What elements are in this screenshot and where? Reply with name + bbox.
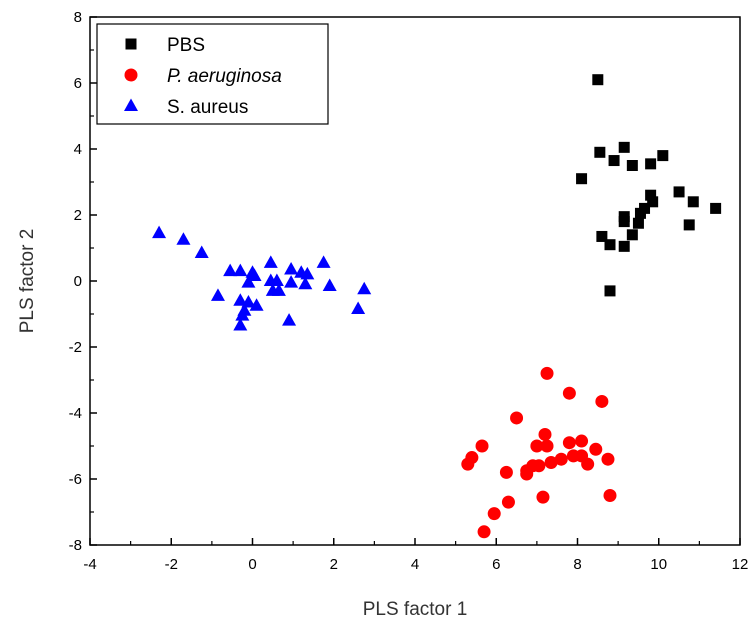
triangle-point (357, 281, 372, 295)
axis-ticks: -4 -2 0 2 4 6 8 10 12 -8 -6 -4 -2 0 2 4 6 8 (69, 9, 749, 573)
triangle-point (241, 275, 256, 288)
triangle-point (233, 263, 248, 277)
square-point (632, 217, 644, 229)
square-point (594, 146, 606, 158)
legend-triangle-marker (124, 98, 138, 111)
triangle-point (316, 255, 331, 268)
legend-square-marker (125, 38, 137, 50)
square-point (608, 155, 620, 167)
triangle-point (247, 268, 262, 282)
circle-point (530, 439, 544, 453)
square-point (626, 229, 638, 241)
square-point (618, 240, 630, 252)
square-point (626, 160, 638, 171)
triangle-point (284, 275, 299, 288)
circle-point (510, 411, 524, 425)
square-point (596, 230, 608, 242)
x-tick-label: -4 (83, 556, 96, 573)
x-tick-label: 8 (573, 556, 581, 573)
x-tick-label: 2 (330, 556, 338, 573)
x-tick-label: 12 (732, 556, 749, 573)
y-axis-title: PLS factor 2 (17, 229, 38, 334)
triangle-point (263, 255, 278, 268)
square-point (618, 216, 630, 228)
triangle-point (176, 232, 191, 245)
circle-point (562, 386, 576, 400)
square-point (645, 189, 657, 201)
x-tick-label: 10 (650, 556, 667, 573)
square-point (710, 202, 722, 214)
triangle-point (194, 245, 209, 258)
triangle-point (282, 313, 297, 326)
triangle-point (351, 301, 366, 315)
circle-point (461, 457, 475, 471)
legend: PBS P. aeruginosa S. aureus (96, 23, 329, 125)
legend-label: S. aureus (167, 97, 248, 118)
x-tick-label: 4 (411, 556, 419, 573)
triangle-point (223, 263, 238, 277)
square-point (604, 285, 616, 297)
y-tick-label: 2 (74, 207, 82, 224)
triangle-point (284, 261, 299, 275)
triangle-point (269, 273, 284, 286)
circle-point (499, 465, 513, 479)
circle-point (487, 507, 501, 521)
circle-point (477, 525, 491, 539)
triangle-point (235, 308, 250, 321)
x-tick-label: -2 (165, 556, 178, 573)
circle-point (575, 434, 589, 448)
y-tick-label: -2 (69, 339, 82, 356)
circle-point (475, 439, 489, 453)
circle-point (540, 366, 554, 380)
square-point (657, 150, 669, 162)
circle-point (544, 456, 558, 469)
circle-point (501, 495, 515, 509)
x-tick-label: 6 (492, 556, 500, 573)
circle-point (601, 452, 615, 466)
square-point (604, 239, 616, 251)
triangle-point (152, 225, 167, 239)
square-point (645, 158, 657, 170)
x-axis-title: PLS factor 1 (363, 599, 468, 620)
square-point (634, 207, 646, 219)
y-tick-label: -4 (69, 405, 82, 422)
square-point (576, 173, 588, 185)
square-point (673, 186, 685, 198)
triangle-point (300, 266, 315, 280)
square-point (647, 196, 659, 208)
y-tick-label: 8 (74, 9, 82, 26)
triangle-point (233, 318, 248, 331)
legend-circle-marker (124, 68, 138, 82)
square-point (618, 141, 630, 153)
circle-point (532, 459, 546, 473)
triangle-point (322, 278, 337, 291)
circle-point (595, 394, 609, 408)
triangle-point (298, 276, 313, 290)
legend-label: P. aeruginosa (167, 66, 282, 87)
circle-point (554, 452, 568, 466)
triangle-point (233, 293, 248, 306)
y-tick-label: -8 (69, 537, 82, 554)
triangle-point (210, 288, 225, 301)
square-point (592, 74, 604, 86)
circle-point (536, 490, 550, 504)
circle-point (589, 442, 603, 456)
y-tick-label: 4 (74, 141, 82, 158)
data-points (152, 74, 722, 539)
x-tick-label: 0 (248, 556, 256, 573)
y-tick-label: 6 (74, 75, 82, 92)
square-point (683, 219, 695, 231)
square-point (687, 196, 699, 208)
circle-point (581, 457, 595, 471)
y-tick-label: -6 (69, 471, 82, 488)
legend-label: PBS (167, 35, 205, 56)
circle-point (540, 439, 554, 453)
circle-point (603, 489, 617, 502)
triangle-point (249, 298, 264, 311)
triangle-point (271, 283, 286, 296)
y-tick-label: 0 (74, 273, 82, 290)
circle-point (538, 427, 552, 441)
circle-point (562, 436, 576, 450)
